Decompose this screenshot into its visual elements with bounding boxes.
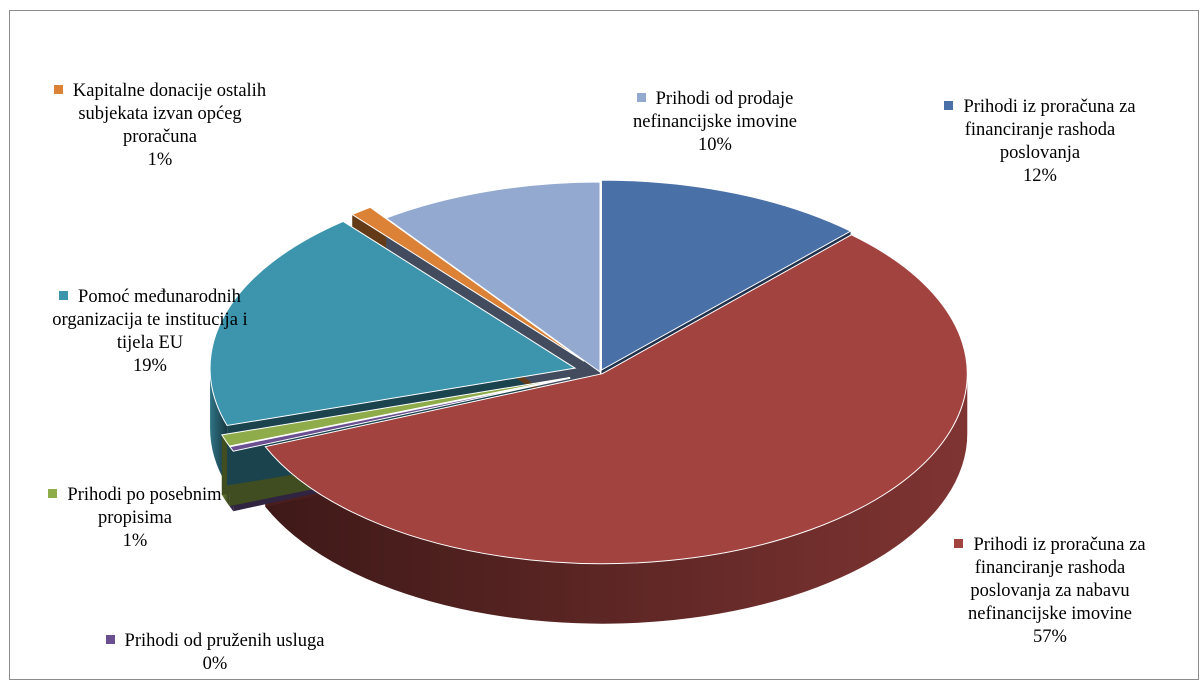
label-nabava-nefinancijske: Prihodi iz proračuna za financiranje ras… [905, 534, 1195, 649]
label-pomoc-medunarodnih: Pomoć međunarodnih organizacija te insti… [52, 287, 248, 376]
legend-swatch [105, 635, 115, 644]
legend-swatch [59, 291, 69, 300]
slice-side [265, 373, 968, 624]
pie-slice [209, 220, 577, 427]
pie-slice [600, 179, 852, 371]
label-prihodi-po-posebnim: Prihodi po posebnim propisima 1% [20, 484, 250, 553]
pie-slice [385, 181, 601, 373]
pie-slice [351, 206, 585, 362]
legend-swatch [954, 539, 964, 548]
label-prihodi-od-prodaje: Prihodi od prodaje nefinancijske imovine… [633, 89, 797, 155]
legend-swatch [636, 93, 646, 102]
legend-swatch [53, 85, 63, 94]
legend-swatch [48, 489, 58, 498]
pie-slice [221, 377, 570, 447]
pie-slice [264, 234, 968, 565]
pie-slice [229, 377, 571, 452]
label-prihodi-poslovanja: Prihodi iz proračuna za financiranje ras… [890, 96, 1190, 188]
label-pruzenih-usluga: Prihodi od pruženih usluga 0% [50, 630, 380, 676]
label-kapitalne-donacije: Kapitalne donacije ostalih subjekata izv… [10, 80, 310, 172]
legend-swatch [944, 101, 954, 110]
